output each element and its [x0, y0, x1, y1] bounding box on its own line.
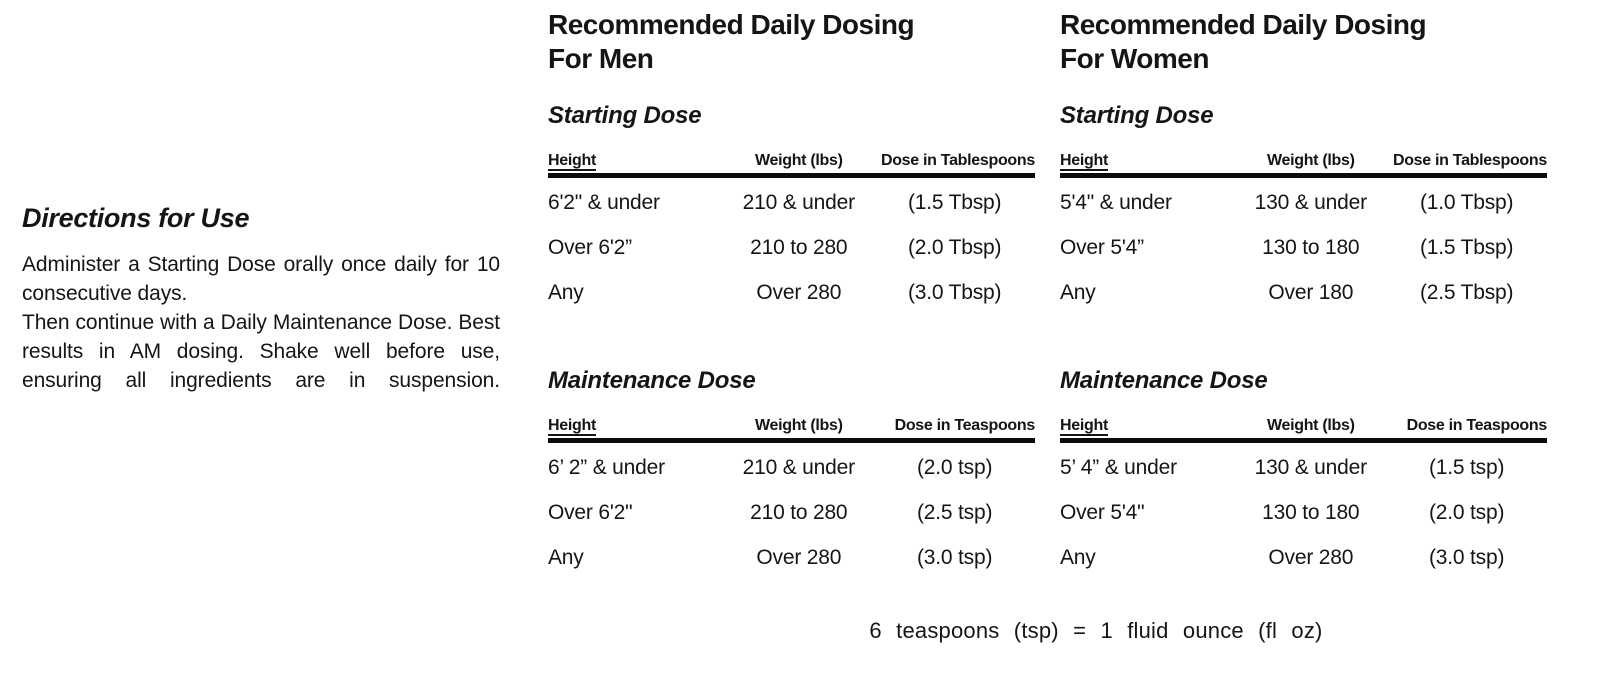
women-dosing-section: Recommended Daily Dosing For Women Start…: [1060, 8, 1547, 580]
table-row: 5'4" & under 130 & under (1.0 Tbsp): [1060, 180, 1547, 225]
table-row: Over 6'2" 210 to 280 (2.5 tsp): [548, 490, 1035, 535]
men-maintenance-dose-table: Height Weight (lbs) Dose in Teaspoons 6’…: [548, 417, 1035, 580]
column-header-weight: Weight (lbs): [754, 417, 843, 434]
cell-dose: (2.0 tsp): [1429, 500, 1505, 524]
table-row: Over 5'4" 130 to 180 (2.0 tsp): [1060, 490, 1547, 535]
men-dosing-section: Recommended Daily Dosing For Men Startin…: [548, 8, 1035, 580]
cell-dose: (3.0 tsp): [917, 545, 993, 569]
column-header-dose: Dose in Tablespoons: [880, 152, 1035, 169]
column-header-height: Height: [548, 152, 596, 169]
column-header-dose: Dose in Teaspoons: [894, 417, 1036, 434]
cell-weight: 210 to 280: [750, 500, 848, 524]
men-title-line2: For Men: [548, 43, 654, 74]
cell-height: Over 6'2": [548, 500, 633, 524]
table-body: 5’ 4” & under 130 & under (1.5 tsp) Over…: [1060, 445, 1547, 580]
column-header-height: Height: [1060, 152, 1108, 169]
cell-weight: 210 & under: [742, 190, 855, 214]
cell-height: Any: [548, 280, 584, 304]
cell-dose: (1.0 Tbsp): [1419, 190, 1514, 214]
cell-dose: (2.0 tsp): [917, 455, 993, 479]
table-header-row: Height Weight (lbs) Dose in Tablespoons: [548, 152, 1035, 178]
women-title-line2: For Women: [1060, 43, 1209, 74]
column-header-height: Height: [548, 417, 596, 434]
table-row: 6’ 2” & under 210 & under (2.0 tsp): [548, 445, 1035, 490]
column-header-weight: Weight (lbs): [1266, 152, 1355, 169]
cell-dose: (2.5 tsp): [917, 500, 993, 524]
cell-dose: (1.5 Tbsp): [1419, 235, 1514, 259]
table-header-row: Height Weight (lbs) Dose in Teaspoons: [1060, 417, 1547, 443]
table-row: Any Over 180 (2.5 Tbsp): [1060, 270, 1547, 315]
column-header-dose: Dose in Teaspoons: [1406, 417, 1548, 434]
table-row: Over 6'2” 210 to 280 (2.0 Tbsp): [548, 225, 1035, 270]
women-title-line1: Recommended Daily Dosing: [1060, 9, 1427, 40]
women-maintenance-dose-table: Height Weight (lbs) Dose in Teaspoons 5’…: [1060, 417, 1547, 580]
cell-height: 6'2" & under: [548, 190, 660, 214]
table-body: 6'2" & under 210 & under (1.5 Tbsp) Over…: [548, 180, 1035, 315]
table-header-row: Height Weight (lbs) Dose in Tablespoons: [1060, 152, 1547, 178]
directions-heading: Directions for Use: [22, 203, 250, 233]
cell-weight: Over 280: [756, 280, 842, 304]
cell-weight: 130 to 180: [1262, 235, 1360, 259]
women-starting-dose-table: Height Weight (lbs) Dose in Tablespoons …: [1060, 152, 1547, 315]
cell-dose: (3.0 Tbsp): [907, 280, 1002, 304]
women-starting-dose-heading: Starting Dose: [1060, 102, 1214, 129]
table-body: 6’ 2” & under 210 & under (2.0 tsp) Over…: [548, 445, 1035, 580]
cell-weight: 210 to 280: [750, 235, 848, 259]
men-maintenance-dose-heading: Maintenance Dose: [548, 367, 756, 394]
column-header-height: Height: [1060, 417, 1108, 434]
men-title-line1: Recommended Daily Dosing: [548, 9, 915, 40]
cell-height: Over 5'4”: [1060, 235, 1144, 259]
women-section-title: Recommended Daily Dosing For Women: [1060, 8, 1547, 76]
cell-height: 6’ 2” & under: [548, 455, 665, 479]
table-row: Any Over 280 (3.0 tsp): [1060, 535, 1547, 580]
table-row: 5’ 4” & under 130 & under (1.5 tsp): [1060, 445, 1547, 490]
cell-height: Any: [1060, 545, 1096, 569]
cell-weight: 210 & under: [742, 455, 855, 479]
women-maintenance-dose-heading: Maintenance Dose: [1060, 367, 1268, 394]
column-header-weight: Weight (lbs): [1266, 417, 1355, 434]
cell-height: 5'4" & under: [1060, 190, 1172, 214]
cell-height: Any: [548, 545, 584, 569]
cell-height: Over 5'4": [1060, 500, 1145, 524]
cell-dose: (1.5 tsp): [1429, 455, 1505, 479]
men-starting-dose-heading: Starting Dose: [548, 102, 702, 129]
men-section-title: Recommended Daily Dosing For Men: [548, 8, 1035, 76]
column-header-dose: Dose in Tablespoons: [1392, 152, 1547, 169]
teaspoon-conversion-note: 6 teaspoons (tsp) = 1 fluid ounce (fl oz…: [869, 618, 1323, 643]
table-row: Over 5'4” 130 to 180 (1.5 Tbsp): [1060, 225, 1547, 270]
cell-height: Over 6'2”: [548, 235, 632, 259]
cell-weight: 130 to 180: [1262, 500, 1360, 524]
table-row: Any Over 280 (3.0 tsp): [548, 535, 1035, 580]
table-header-row: Height Weight (lbs) Dose in Teaspoons: [548, 417, 1035, 443]
cell-dose: (3.0 tsp): [1429, 545, 1505, 569]
cell-weight: Over 280: [1268, 545, 1354, 569]
directions-paragraph-2: Then continue with a Daily Maintenance D…: [22, 311, 500, 392]
table-row: Any Over 280 (3.0 Tbsp): [548, 270, 1035, 315]
table-body: 5'4" & under 130 & under (1.0 Tbsp) Over…: [1060, 180, 1547, 315]
cell-dose: (2.0 Tbsp): [907, 235, 1002, 259]
cell-weight: 130 & under: [1254, 190, 1367, 214]
men-starting-dose-table: Height Weight (lbs) Dose in Tablespoons …: [548, 152, 1035, 315]
cell-height: Any: [1060, 280, 1096, 304]
directions-panel: Directions for Use Administer a Starting…: [22, 203, 500, 395]
column-header-weight: Weight (lbs): [754, 152, 843, 169]
cell-weight: Over 180: [1268, 280, 1354, 304]
cell-dose: (2.5 Tbsp): [1419, 280, 1514, 304]
cell-weight: 130 & under: [1254, 455, 1367, 479]
cell-height: 5’ 4” & under: [1060, 455, 1177, 479]
cell-weight: Over 280: [756, 545, 842, 569]
directions-paragraph-1: Administer a Starting Dose orally once d…: [22, 253, 500, 305]
table-row: 6'2" & under 210 & under (1.5 Tbsp): [548, 180, 1035, 225]
cell-dose: (1.5 Tbsp): [907, 190, 1002, 214]
